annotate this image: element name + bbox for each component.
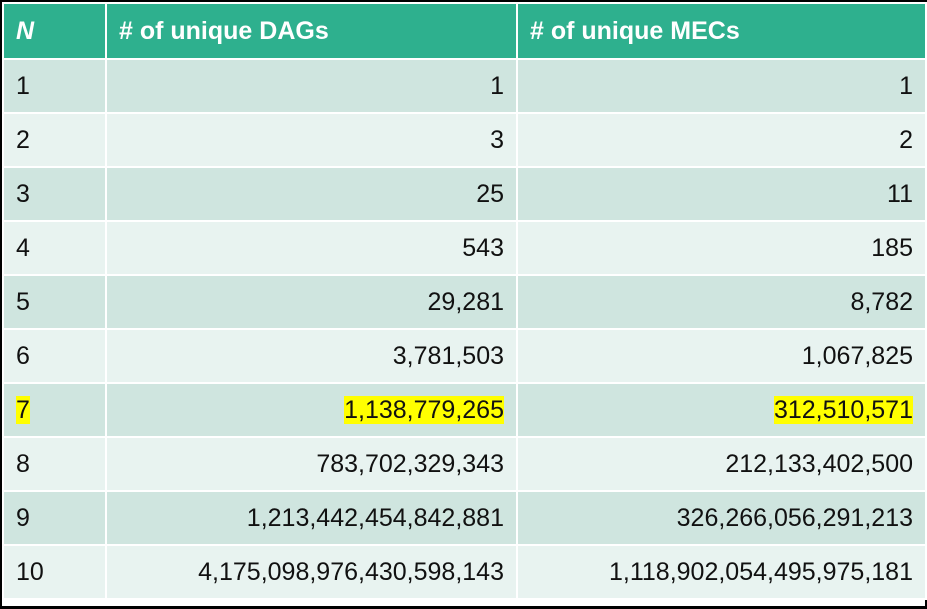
- cell-mecs: 2: [516, 112, 927, 168]
- cell-n: 9: [2, 490, 107, 546]
- table-row: 10 4,175,098,976,430,598,143 1,118,902,054…: [2, 544, 927, 600]
- table-row: 7 1,138,779,265 312,510,571: [2, 382, 927, 438]
- cell-dags: 783,702,329,343: [105, 436, 518, 492]
- cell-mecs-value: 212,133,402,500: [725, 449, 913, 478]
- cell-dags: 1,213,442,454,842,881: [105, 490, 518, 546]
- cell-n: 10: [2, 544, 107, 600]
- cell-mecs-value: 312,510,571: [773, 395, 913, 424]
- cell-n-value: 9: [16, 503, 30, 532]
- cell-dags-value: 783,702,329,343: [316, 449, 504, 478]
- cell-n: 6: [2, 328, 107, 384]
- cell-mecs-value: 185: [871, 233, 913, 262]
- cell-dags-value: 3: [490, 125, 504, 154]
- cell-n-value: 2: [16, 125, 30, 154]
- table-row: 9 1,213,442,454,842,881 326,266,056,291,21…: [2, 490, 927, 546]
- column-header-n: N: [2, 2, 107, 60]
- cell-n-value: 8: [16, 449, 30, 478]
- cell-dags-value: 25: [476, 179, 504, 208]
- column-header-mecs: # of unique MECs: [516, 2, 927, 60]
- cell-n-value: 7: [16, 395, 30, 424]
- cell-mecs: 212,133,402,500: [516, 436, 927, 492]
- table-bottom-border: [2, 606, 925, 609]
- cell-mecs: 8,782: [516, 274, 927, 330]
- table-header-row: N # of unique DAGs # of unique MECs: [2, 2, 927, 60]
- cell-n: 2: [2, 112, 107, 168]
- cell-dags-value: 3,781,503: [392, 341, 504, 370]
- cell-n: 3: [2, 166, 107, 222]
- cell-mecs-value: 2: [899, 125, 913, 154]
- cell-n: 1: [2, 58, 107, 114]
- cell-dags: 1,138,779,265: [105, 382, 518, 438]
- cell-n: 8: [2, 436, 107, 492]
- cell-mecs-value: 11: [887, 179, 913, 208]
- table-row: 3 25 11: [2, 166, 927, 222]
- table-row: 2 3 2: [2, 112, 927, 168]
- cell-mecs: 1: [516, 58, 927, 114]
- cell-dags-value: 1: [490, 71, 504, 100]
- cell-dags: 1: [105, 58, 518, 114]
- cell-n-value: 6: [16, 341, 30, 370]
- table-row: 5 29,281 8,782: [2, 274, 927, 330]
- cell-mecs-value: 1,067,825: [801, 341, 913, 370]
- table-row: 8 783,702,329,343 212,133,402,500: [2, 436, 927, 492]
- cell-mecs: 312,510,571: [516, 382, 927, 438]
- cell-mecs: 11: [516, 166, 927, 222]
- cell-mecs-value: 8,782: [850, 287, 913, 316]
- column-header-dags: # of unique DAGs: [105, 2, 518, 60]
- cell-dags: 29,281: [105, 274, 518, 330]
- table-row: 6 3,781,503 1,067,825: [2, 328, 927, 384]
- cell-n-value: 10: [16, 557, 44, 586]
- cell-mecs: 1,118,902,054,495,975,181: [516, 544, 927, 600]
- cell-dags-value: 543: [462, 233, 504, 262]
- cell-dags-value: 4,175,098,976,430,598,143: [198, 557, 504, 586]
- cell-dags: 4,175,098,976,430,598,143: [105, 544, 518, 600]
- cell-mecs-value: 326,266,056,291,213: [676, 503, 913, 532]
- cell-n-value: 5: [16, 287, 30, 316]
- cell-mecs: 1,067,825: [516, 328, 927, 384]
- cell-dags: 3: [105, 112, 518, 168]
- cell-mecs-value: 1,118,902,054,495,975,181: [609, 557, 913, 586]
- cell-dags: 25: [105, 166, 518, 222]
- cell-n: 4: [2, 220, 107, 276]
- cell-n-value: 3: [16, 179, 30, 208]
- cell-dags-value: 1,138,779,265: [344, 395, 504, 424]
- cell-dags: 543: [105, 220, 518, 276]
- table-row: 4 543 185: [2, 220, 927, 276]
- cell-mecs-value: 1: [899, 71, 913, 100]
- cell-dags-value: 29,281: [427, 287, 504, 316]
- cell-n-value: 4: [16, 233, 30, 262]
- cell-n: 7: [2, 382, 107, 438]
- cell-mecs: 326,266,056,291,213: [516, 490, 927, 546]
- cell-dags: 3,781,503: [105, 328, 518, 384]
- cell-n-value: 1: [16, 71, 30, 100]
- cell-dags-value: 1,213,442,454,842,881: [246, 503, 504, 532]
- table-row: 1 1 1: [2, 58, 927, 114]
- cell-mecs: 185: [516, 220, 927, 276]
- cell-n: 5: [2, 274, 107, 330]
